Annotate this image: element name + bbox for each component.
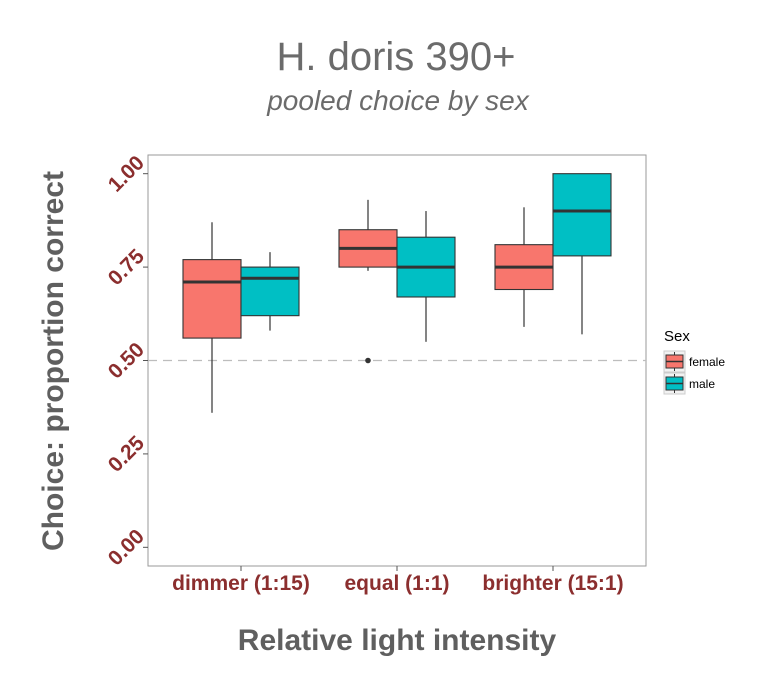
box-male-0 xyxy=(240,252,300,331)
box-female-1 xyxy=(338,199,398,364)
chart-subtitle: pooled choice by sex xyxy=(266,85,530,116)
x-axis-ticks: dimmer (1:15) equal (1:1) brighter (15:1) xyxy=(172,566,624,595)
legend-items: female male xyxy=(663,350,725,395)
box-series-group xyxy=(182,173,612,413)
x-tick-label: dimmer (1:15) xyxy=(172,572,310,595)
legend-label: male xyxy=(689,377,715,391)
outlier-point xyxy=(365,357,371,364)
box-male-2 xyxy=(552,173,612,335)
box-body xyxy=(552,173,612,257)
box-male-1 xyxy=(396,211,456,342)
y-axis-title: Choice: proportion correct xyxy=(37,171,70,551)
y-axis-ticks: 0.00 0.25 0.50 0.75 1.00 xyxy=(104,151,149,570)
legend-item-female: female xyxy=(663,350,725,373)
y-tick-label: 0.50 xyxy=(104,338,149,383)
box-female-0 xyxy=(182,222,242,413)
x-tick-label: equal (1:1) xyxy=(344,572,449,595)
x-tick-label: brighter (15:1) xyxy=(482,572,623,595)
y-tick-label: 0.75 xyxy=(104,245,149,290)
y-tick-label: 0.25 xyxy=(104,431,149,476)
y-tick-label: 1.00 xyxy=(104,151,149,196)
legend: Sex female male xyxy=(663,328,725,395)
legend-title: Sex xyxy=(664,328,690,345)
legend-item-male: male xyxy=(663,372,715,395)
box-female-2 xyxy=(494,207,554,327)
x-axis-title: Relative light intensity xyxy=(238,624,557,657)
y-tick-label: 0.00 xyxy=(104,525,149,570)
box-body xyxy=(240,266,300,317)
chart-title: H. doris 390+ xyxy=(276,35,515,79)
box-body xyxy=(182,259,242,339)
legend-label: female xyxy=(689,355,725,369)
